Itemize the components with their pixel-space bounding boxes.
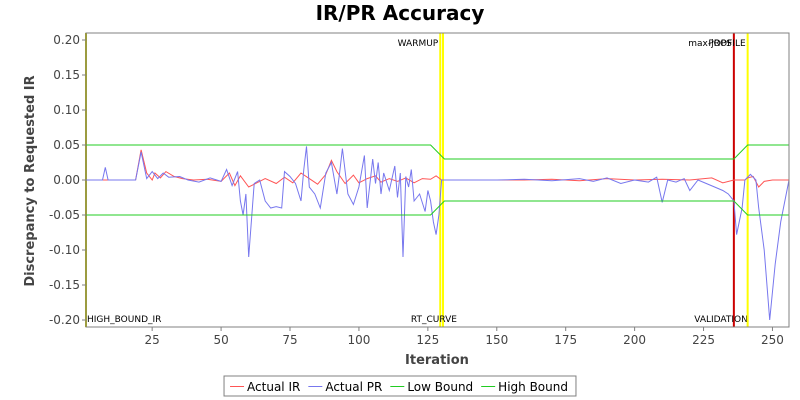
marker-bottom-label-0: HIGH_BOUND_IR <box>87 315 161 325</box>
marker-top-label-4: PROFILE <box>708 39 746 49</box>
legend-label-high-bound: High Bound <box>498 380 568 394</box>
x-tick-label-8: 225 <box>692 333 715 347</box>
y-tick-label-0: 0.20 <box>53 33 80 47</box>
marker-top-label-1: WARMUP <box>398 39 439 49</box>
x-axis-label: Iteration <box>405 353 469 368</box>
y-tick-label-4: 0.00 <box>53 173 80 187</box>
x-tick-label-0: 25 <box>145 333 160 347</box>
y-tick-label-1: 0.15 <box>53 68 80 82</box>
x-tick-label-3: 100 <box>347 333 370 347</box>
legend: Actual IR Actual PR Low Bound High Bound <box>223 375 577 397</box>
x-tick-label-2: 75 <box>282 333 297 347</box>
marker-bottom-label-3: VALIDATION <box>694 315 748 325</box>
legend-label-actual-ir: Actual IR <box>247 380 300 394</box>
series-line-high-bound <box>86 144 789 160</box>
y-tick-label-7: -0.15 <box>49 278 80 292</box>
series-line-low-bound <box>86 200 789 216</box>
chart-title: IR/PR Accuracy <box>316 1 485 25</box>
legend-label-actual-pr: Actual PR <box>325 380 382 394</box>
series-line-actual-ir <box>86 149 789 188</box>
y-tick-label-3: 0.05 <box>53 138 80 152</box>
y-tick-label-5: -0.05 <box>49 208 80 222</box>
series-layer <box>86 144 790 321</box>
x-tick-label-9: 250 <box>761 333 784 347</box>
x-tick-label-5: 150 <box>485 333 508 347</box>
marker-bottom-label-2: RT_CURVE <box>411 315 457 325</box>
x-tick-label-7: 200 <box>623 333 646 347</box>
series-line-actual-pr <box>86 146 790 321</box>
x-tick-label-4: 125 <box>416 333 439 347</box>
axes-layer: 25 50 75 100 125 150 175 200 225 250 0.20 0.15 0.10 0… <box>49 32 790 347</box>
y-tick-label-6: -0.10 <box>49 243 80 257</box>
x-tick-label-6: 175 <box>554 333 577 347</box>
y-tick-label-8: -0.20 <box>49 313 80 327</box>
marker-top-label-3: max-jOPS <box>688 39 732 49</box>
y-axis-label: Discrepancy to Requested IR <box>23 75 38 286</box>
x-tick-label-1: 50 <box>213 333 228 347</box>
y-tick-label-2: 0.10 <box>53 103 80 117</box>
legend-label-low-bound: Low Bound <box>407 380 473 394</box>
